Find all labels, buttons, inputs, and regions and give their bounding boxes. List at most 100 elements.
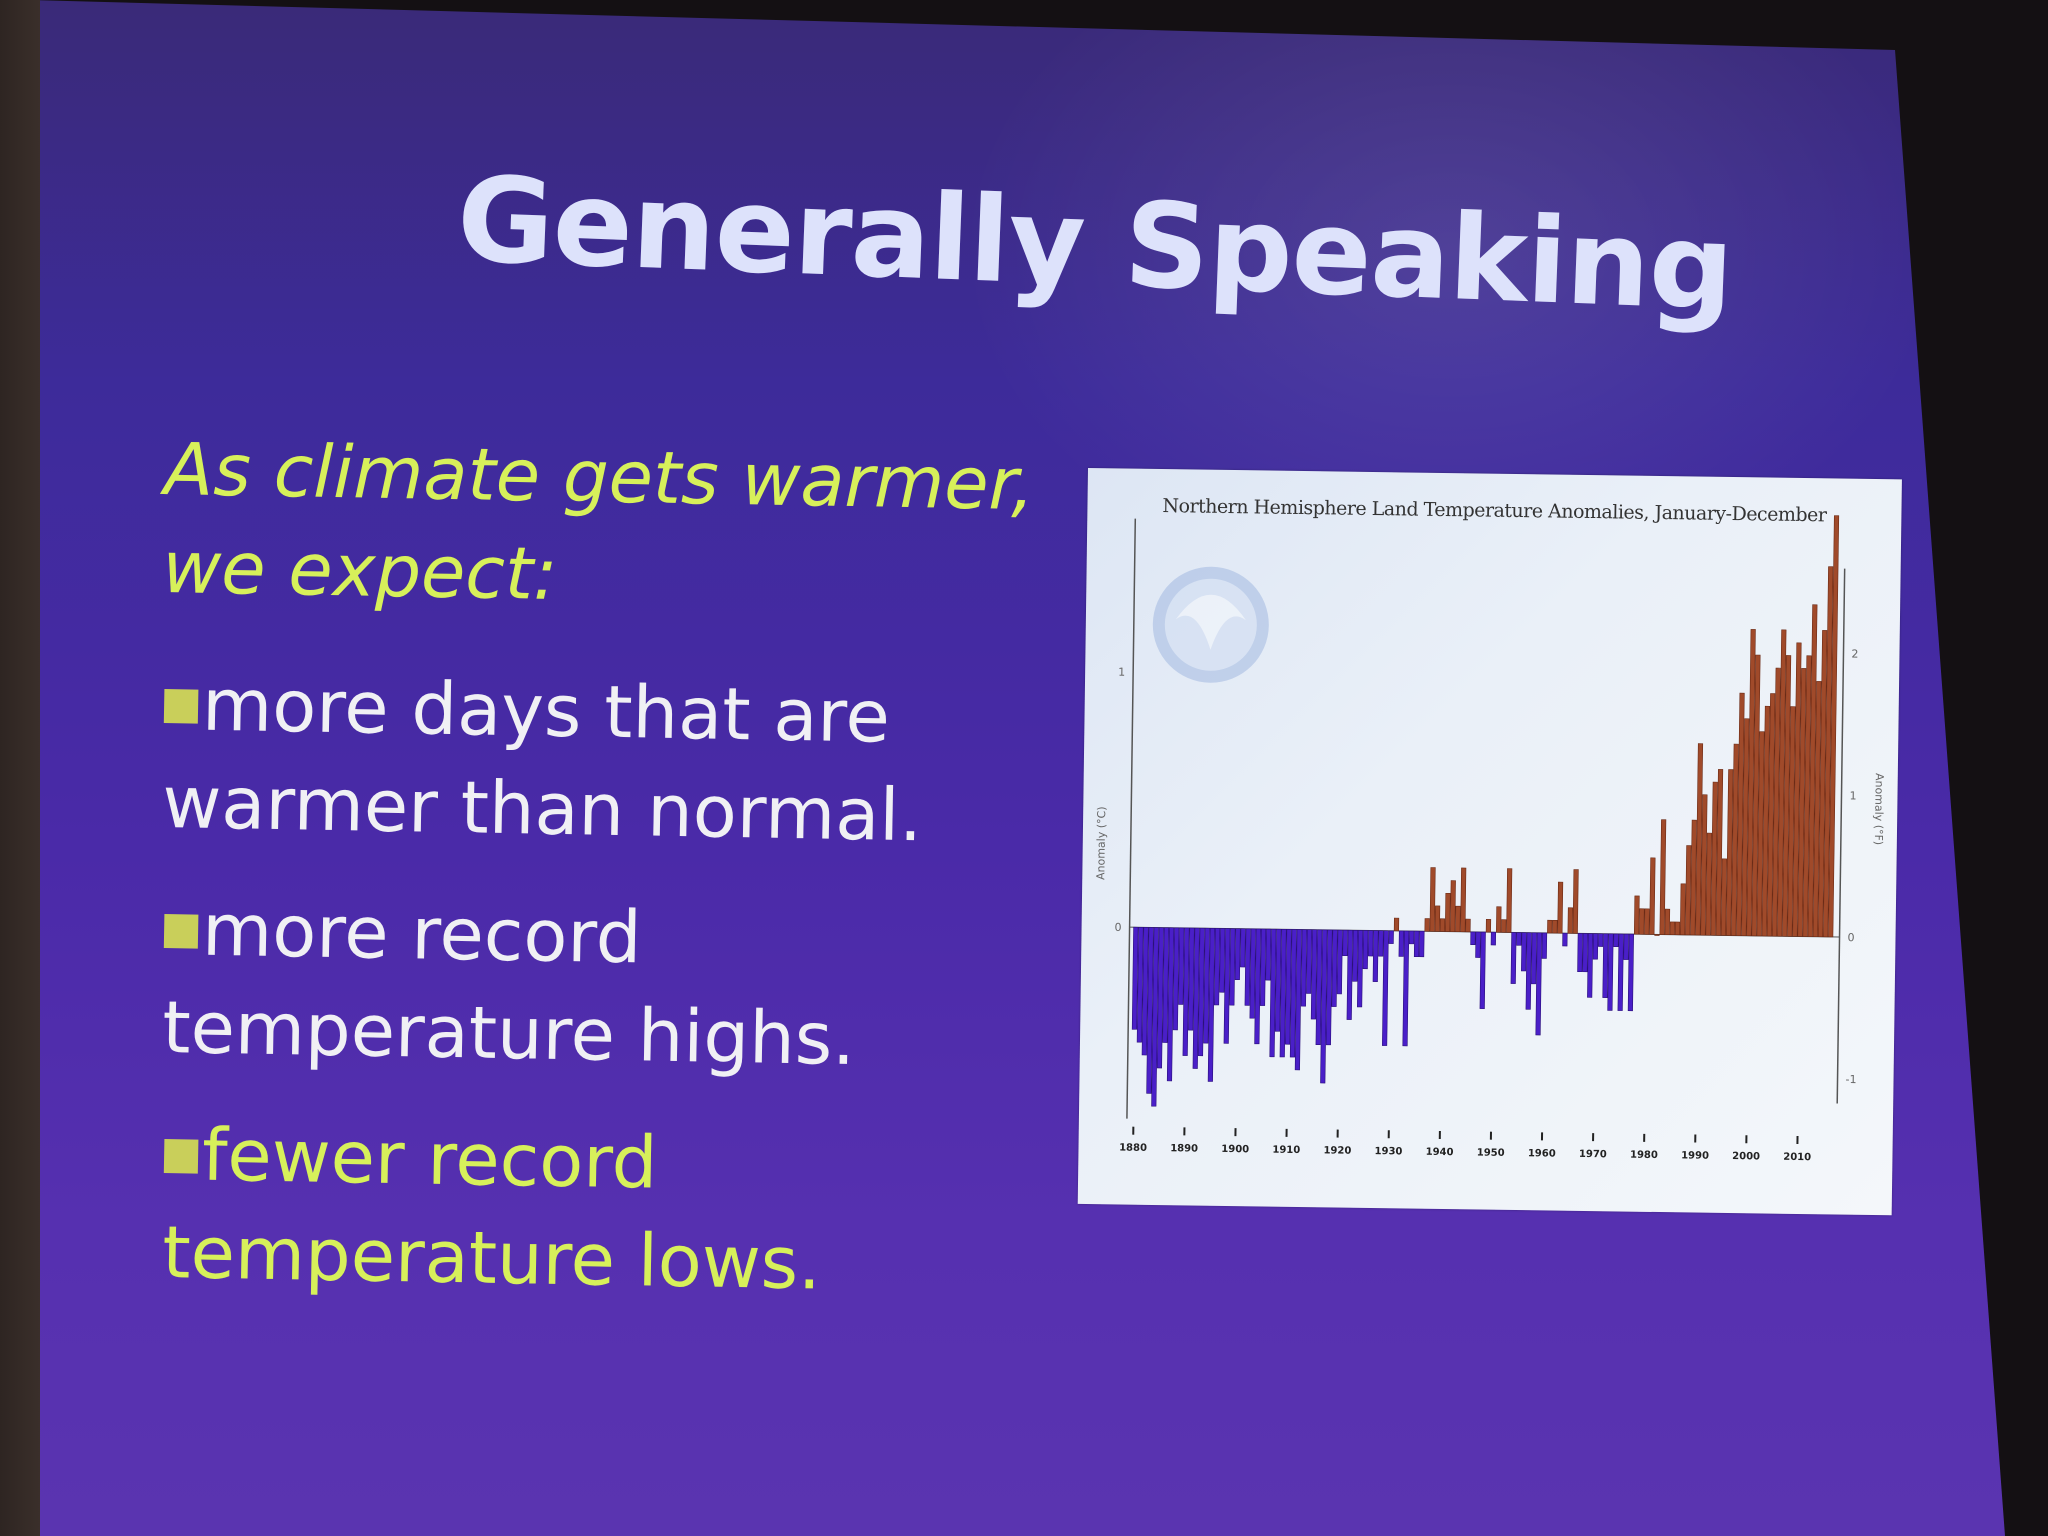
chart-bar bbox=[1357, 930, 1364, 1008]
chart-bar bbox=[1146, 927, 1154, 1094]
chart-bar bbox=[1659, 819, 1667, 935]
noaa-logo-icon bbox=[1152, 566, 1269, 683]
chart-bar bbox=[1572, 869, 1579, 934]
x-tick-label: 2000 bbox=[1732, 1151, 1760, 1162]
chart-bar bbox=[1188, 927, 1195, 1031]
chart-bar bbox=[1613, 933, 1619, 948]
chart-bar bbox=[1444, 892, 1451, 932]
anomaly-bar-chart: Anomaly (°C) Anomaly (°F) 1 0 2 1 0 -1 1880 1890… bbox=[1094, 515, 1886, 1163]
chart-bar bbox=[1490, 931, 1497, 946]
chart-bar bbox=[1557, 881, 1564, 934]
chart-bar bbox=[1455, 905, 1461, 933]
chart-bar bbox=[1669, 921, 1676, 936]
chart-bar bbox=[1705, 832, 1713, 936]
chart-bar bbox=[1213, 928, 1221, 1006]
chart-bar bbox=[1439, 918, 1446, 932]
chart-bar bbox=[1306, 929, 1313, 994]
chart-bar bbox=[1649, 857, 1656, 935]
chart-bar bbox=[1535, 932, 1543, 1036]
chart-bar bbox=[1172, 927, 1180, 1031]
chart-bar bbox=[1254, 928, 1262, 1045]
chart-bar bbox=[1367, 930, 1374, 957]
chart-bar bbox=[1315, 929, 1323, 1046]
chart-bar bbox=[1240, 928, 1246, 968]
chart-bar bbox=[1501, 919, 1507, 933]
chart-bar bbox=[1269, 928, 1277, 1058]
chart-bar bbox=[1823, 566, 1834, 938]
chart-bar bbox=[1552, 919, 1558, 934]
bullet-text: more record temperature highs. bbox=[161, 887, 856, 1082]
chart-bar bbox=[1741, 718, 1750, 937]
chart-bar bbox=[1352, 929, 1359, 982]
chart-bar bbox=[1475, 931, 1481, 958]
bullet-text: fewer record temperature lows. bbox=[161, 1112, 822, 1306]
chart-bar bbox=[1378, 930, 1384, 957]
chart-bar bbox=[1602, 933, 1609, 998]
chart-bar bbox=[1715, 769, 1724, 936]
chart-bar bbox=[1362, 930, 1369, 970]
x-tick-label: 1990 bbox=[1681, 1150, 1709, 1161]
chart-bar bbox=[1587, 933, 1594, 998]
chart-bar bbox=[1761, 705, 1771, 937]
chart-bar bbox=[1219, 928, 1226, 993]
chart-bar bbox=[1131, 926, 1139, 1030]
chart-bar bbox=[1249, 928, 1256, 1019]
chart-bar bbox=[1720, 858, 1728, 936]
chart-bar bbox=[1547, 919, 1553, 934]
chart-bar bbox=[1388, 930, 1394, 944]
chart-bar bbox=[1531, 932, 1537, 985]
chart-bar bbox=[1592, 933, 1599, 960]
y-axis-label-left: Anomaly (°C) bbox=[1094, 806, 1108, 880]
chart-bar bbox=[1424, 918, 1430, 932]
y-tick-label-right: -1 bbox=[1845, 1073, 1856, 1086]
chart-bar bbox=[1470, 931, 1476, 946]
chart-bar bbox=[1817, 630, 1828, 938]
chart-bar bbox=[1372, 930, 1379, 982]
chart-bar bbox=[1639, 908, 1645, 935]
chart-bar bbox=[1695, 743, 1704, 936]
chart-bar bbox=[1284, 929, 1292, 1045]
bullet-text: more days that are warmer than normal. bbox=[161, 662, 923, 858]
chart-bar bbox=[1756, 731, 1765, 937]
chart-bar bbox=[1259, 928, 1267, 1006]
x-tick-label: 1930 bbox=[1375, 1146, 1403, 1157]
y-axis-label-right: Anomaly (°F) bbox=[1872, 773, 1886, 845]
chart-bar bbox=[1151, 927, 1159, 1107]
chart-bar bbox=[1567, 907, 1574, 934]
chart-bar bbox=[1644, 908, 1650, 935]
chart-bar bbox=[1541, 932, 1548, 959]
chart-bar bbox=[1393, 917, 1400, 932]
chart-bar bbox=[1294, 929, 1302, 1071]
y-tick-label-left: 1 bbox=[1118, 666, 1125, 679]
chart-bar bbox=[1244, 928, 1251, 1006]
chart-bar bbox=[1178, 927, 1185, 1005]
chart-bar bbox=[1725, 769, 1734, 936]
chart-bar bbox=[1777, 629, 1787, 937]
chart-bar bbox=[1207, 927, 1216, 1082]
chart-bar bbox=[1736, 692, 1745, 936]
chart-bar bbox=[1521, 932, 1527, 972]
chart-bar bbox=[1577, 933, 1583, 973]
chart-bar bbox=[1274, 928, 1282, 1032]
chart-bar bbox=[1485, 919, 1492, 933]
chart-bar bbox=[1807, 604, 1818, 937]
chart-bar bbox=[1598, 933, 1604, 947]
square-bullet-icon bbox=[163, 913, 199, 949]
chart-bar bbox=[1633, 895, 1640, 935]
chart-bar bbox=[1320, 929, 1328, 1084]
y-tick-label-right: 2 bbox=[1851, 648, 1858, 661]
chart-bar bbox=[1828, 515, 1840, 938]
chart-bar bbox=[1654, 934, 1660, 936]
chart-bar bbox=[1506, 868, 1513, 933]
chart-bar bbox=[1182, 927, 1190, 1056]
chart-bar bbox=[1265, 928, 1272, 981]
chart-bar bbox=[1450, 880, 1456, 932]
x-tick-label: 1980 bbox=[1630, 1150, 1658, 1161]
chart-bar bbox=[1203, 927, 1210, 1044]
chart-bar bbox=[1700, 794, 1708, 936]
chart-bar bbox=[1197, 927, 1205, 1057]
chart-bar bbox=[1346, 929, 1353, 1020]
chart-bar bbox=[1679, 883, 1686, 936]
chart-bar bbox=[1229, 928, 1236, 1006]
chart-bar bbox=[1331, 929, 1338, 1007]
